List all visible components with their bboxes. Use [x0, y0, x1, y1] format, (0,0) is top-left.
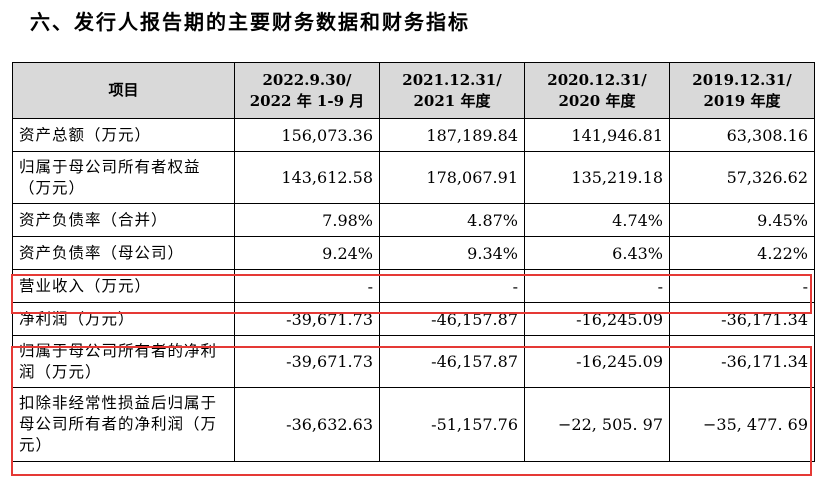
- header-2019-date: 2019.12.31/: [692, 70, 792, 89]
- cell-value: -: [379, 269, 525, 303]
- header-2020: 2020.12.31/ 2020 年度: [524, 62, 670, 119]
- header-item-label: 项目: [108, 81, 139, 99]
- header-2022-date: 2022.9.30/: [262, 70, 352, 89]
- financial-data-table: 项目 2022.9.30/ 2022 年 1-9 月 2021.12.31/ 2…: [12, 62, 815, 462]
- table-row: 资产总额（万元） 156,073.36 187,189.84 141,946.8…: [12, 118, 815, 152]
- header-2021: 2021.12.31/ 2021 年度: [379, 62, 525, 119]
- cell-value: 156,073.36: [234, 118, 380, 152]
- cell-value: 6.43%: [524, 236, 670, 270]
- cell-value: 143,612.58: [234, 151, 380, 204]
- cell-value: -46,157.87: [379, 335, 525, 388]
- row-label: 资产总额（万元）: [12, 118, 235, 152]
- header-2020-date: 2020.12.31/: [547, 70, 647, 89]
- cell-value: 9.34%: [379, 236, 525, 270]
- row-label: 营业收入（万元）: [12, 269, 235, 303]
- cell-value: -: [234, 269, 380, 303]
- table-row: 归属于母公司所有者权益（万元） 143,612.58 178,067.91 13…: [12, 151, 815, 204]
- header-2020-period: 2020 年度: [558, 91, 636, 110]
- cell-value: -: [524, 269, 670, 303]
- table-row: 扣除非经常性损益后归属于母公司所有者的净利润（万元） -36,632.63 -5…: [12, 387, 815, 462]
- cell-value: -36,171.34: [669, 302, 815, 336]
- cell-value: 187,189.84: [379, 118, 525, 152]
- header-2022: 2022.9.30/ 2022 年 1-9 月: [234, 62, 380, 119]
- cell-value: 4.87%: [379, 203, 525, 237]
- section-heading: 六、发行人报告期的主要财务数据和财务指标: [30, 10, 470, 34]
- table-row: 资产负债率（母公司） 9.24% 9.34% 6.43% 4.22%: [12, 236, 815, 270]
- cell-value: −22, 505. 97: [524, 387, 670, 462]
- row-label: 归属于母公司所有者权益（万元）: [12, 151, 235, 204]
- row-label: 资产负债率（合并）: [12, 203, 235, 237]
- cell-value: 4.22%: [669, 236, 815, 270]
- cell-value: -: [669, 269, 815, 303]
- cell-value: 63,308.16: [669, 118, 815, 152]
- cell-value: -51,157.76: [379, 387, 525, 462]
- cell-value: -16,245.09: [524, 335, 670, 388]
- cell-value: -16,245.09: [524, 302, 670, 336]
- table-row: 归属于母公司所有者的净利润（万元） -39,671.73 -46,157.87 …: [12, 335, 815, 388]
- row-label: 归属于母公司所有者的净利润（万元）: [12, 335, 235, 388]
- header-2021-period: 2021 年度: [413, 91, 491, 110]
- header-2022-period: 2022 年 1-9 月: [249, 91, 365, 110]
- table-header-row: 项目 2022.9.30/ 2022 年 1-9 月 2021.12.31/ 2…: [12, 62, 815, 119]
- row-label: 扣除非经常性损益后归属于母公司所有者的净利润（万元）: [12, 387, 235, 462]
- cell-value: 9.45%: [669, 203, 815, 237]
- cell-value: 4.74%: [524, 203, 670, 237]
- cell-value: -46,157.87: [379, 302, 525, 336]
- cell-value: 178,067.91: [379, 151, 525, 204]
- cell-value: -39,671.73: [234, 335, 380, 388]
- cell-value: 9.24%: [234, 236, 380, 270]
- header-2019-period: 2019 年度: [703, 91, 781, 110]
- cell-value: 7.98%: [234, 203, 380, 237]
- cell-value: 141,946.81: [524, 118, 670, 152]
- cell-value: 135,219.18: [524, 151, 670, 204]
- cell-value: -39,671.73: [234, 302, 380, 336]
- header-2021-date: 2021.12.31/: [402, 70, 502, 89]
- header-2019: 2019.12.31/ 2019 年度: [669, 62, 815, 119]
- table-row: 营业收入（万元） - - - -: [12, 269, 815, 303]
- header-item: 项目: [12, 62, 235, 119]
- cell-value: −35, 477. 69: [669, 387, 815, 462]
- table-row: 资产负债率（合并） 7.98% 4.87% 4.74% 9.45%: [12, 203, 815, 237]
- cell-value: -36,171.34: [669, 335, 815, 388]
- cell-value: -36,632.63: [234, 387, 380, 462]
- row-label: 资产负债率（母公司）: [12, 236, 235, 270]
- cell-value: 57,326.62: [669, 151, 815, 204]
- table-row: 净利润（万元） -39,671.73 -46,157.87 -16,245.09…: [12, 302, 815, 336]
- row-label: 净利润（万元）: [12, 302, 235, 336]
